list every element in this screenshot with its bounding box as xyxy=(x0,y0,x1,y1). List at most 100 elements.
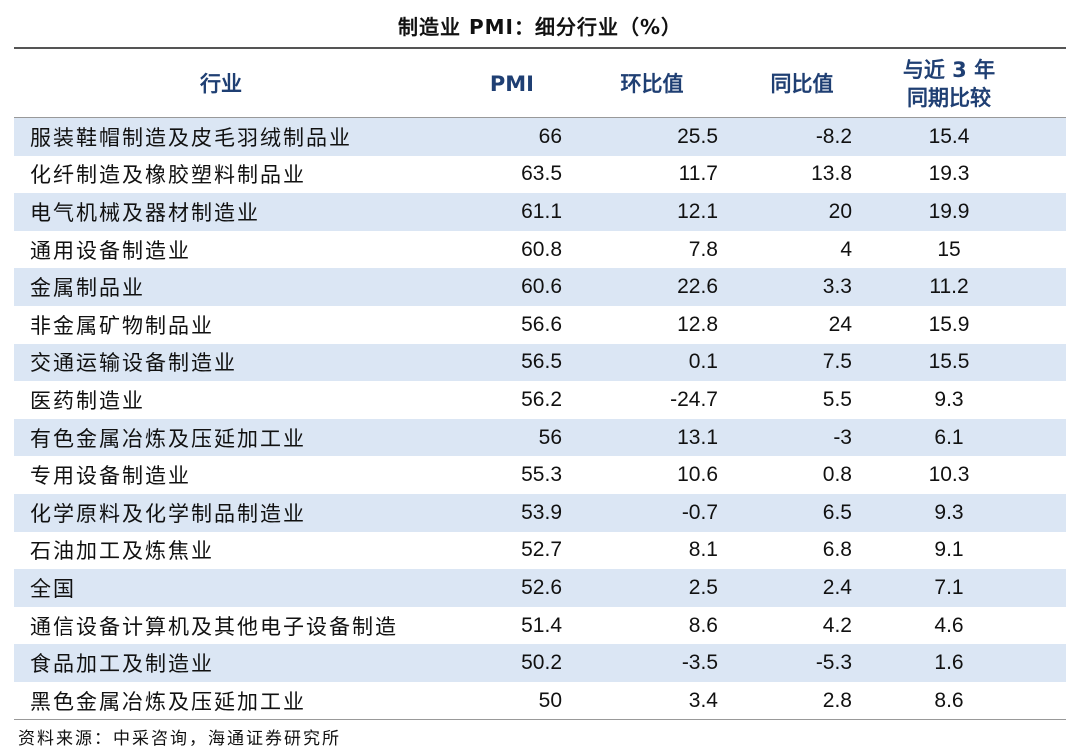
mom-cell: 2.5 xyxy=(688,575,718,599)
table-row: 交通运输设备制造业 56.5 0.1 7.5 15.5 xyxy=(14,343,1066,382)
pmi-cell: 63.5 xyxy=(521,162,562,186)
yoy-cell: -3 xyxy=(833,425,852,449)
header-yoy: 同比值 xyxy=(770,71,834,96)
yoy-cell: 5.5 xyxy=(822,387,852,411)
bottom-rule xyxy=(14,719,1066,720)
pmi-cell: 52.7 xyxy=(521,538,562,562)
industry-cell: 服装鞋帽制造及皮毛羽绒制品业 xyxy=(30,125,352,150)
header-industry: 行业 xyxy=(200,71,242,96)
vs3y-cell: 19.3 xyxy=(928,162,970,186)
header-vs3y: 与近 3 年 同期比较 xyxy=(868,50,1066,117)
vs3y-cell: 9.3 xyxy=(934,500,964,524)
vs3y-cell: 4.6 xyxy=(934,613,964,637)
table-row: 非金属矿物制品业 56.6 12.8 24 15.9 xyxy=(14,306,1066,344)
yoy-cell: 13.8 xyxy=(811,162,852,186)
yoy-cell: 0.8 xyxy=(822,463,852,487)
industry-cell: 专用设备制造业 xyxy=(30,464,191,489)
vs3y-cell: 19.9 xyxy=(928,199,970,223)
vs3y-cell: 6.1 xyxy=(934,425,964,449)
yoy-cell: 2.8 xyxy=(822,688,852,712)
table-row: 化纤制造及橡胶塑料制品业 63.5 11.7 13.8 19.3 xyxy=(14,156,1066,194)
table-row: 通用设备制造业 60.8 7.8 4 15 xyxy=(14,231,1066,269)
table-row: 电气机械及器材制造业 61.1 12.1 20 19.9 xyxy=(14,193,1066,231)
table-body: 服装鞋帽制造及皮毛羽绒制品业 66 25.5 -8.2 15.4 化纤制造及橡胶塑料制品业… xyxy=(14,118,1066,720)
header-rule xyxy=(14,117,1066,118)
top-rule xyxy=(14,47,1066,49)
pmi-cell: 60.8 xyxy=(521,237,562,261)
pmi-cell: 50 xyxy=(538,688,562,712)
mom-cell: 25.5 xyxy=(677,124,718,148)
pmi-cell: 51.4 xyxy=(521,613,562,637)
yoy-cell: 6.5 xyxy=(822,500,852,524)
industry-cell: 医药制造业 xyxy=(30,388,145,413)
mom-cell: 11.7 xyxy=(678,162,718,186)
mom-cell: 12.8 xyxy=(677,312,718,336)
mom-cell: 13.1 xyxy=(677,425,718,449)
pmi-cell: 55.3 xyxy=(521,463,562,487)
vs3y-cell: 9.1 xyxy=(934,538,964,562)
pmi-cell: 56 xyxy=(538,425,562,449)
vs3y-cell: 1.6 xyxy=(934,651,964,675)
yoy-cell: 2.4 xyxy=(822,575,852,599)
industry-cell: 化纤制造及橡胶塑料制品业 xyxy=(30,163,306,188)
source-note: 资料来源：中采咨询，海通证券研究所 xyxy=(18,729,341,749)
pmi-cell: 53.9 xyxy=(521,500,562,524)
table-row: 医药制造业 56.2 -24.7 5.5 9.3 xyxy=(14,381,1066,419)
table-row: 石油加工及炼焦业 52.7 8.1 6.8 9.1 xyxy=(14,532,1066,570)
mom-cell: 12.1 xyxy=(677,199,718,223)
header-mom: 环比值 xyxy=(620,71,684,96)
table-row: 黑色金属冶炼及压延加工业 50 3.4 2.8 8.6 xyxy=(14,682,1066,720)
vs3y-cell: 15 xyxy=(937,237,961,261)
yoy-cell: -8.2 xyxy=(815,124,852,148)
industry-cell: 全国 xyxy=(30,576,76,601)
industry-cell: 电气机械及器材制造业 xyxy=(30,200,260,225)
mom-cell: 0.1 xyxy=(688,350,718,374)
table-row: 金属制品业 60.6 22.6 3.3 11.2 xyxy=(14,268,1066,306)
vs3y-cell: 15.5 xyxy=(928,350,970,374)
industry-cell: 通用设备制造业 xyxy=(30,238,191,263)
industry-cell: 食品加工及制造业 xyxy=(30,652,214,677)
table-row: 食品加工及制造业 50.2 -3.5 -5.3 1.6 xyxy=(14,644,1066,682)
mom-cell: 3.4 xyxy=(688,688,718,712)
mom-cell: -24.7 xyxy=(670,387,718,411)
pmi-cell: 61.1 xyxy=(521,199,562,223)
yoy-cell: -5.3 xyxy=(815,651,852,675)
mom-cell: -3.5 xyxy=(681,651,718,675)
table-title: 制造业 PMI：细分行业（%） xyxy=(397,14,682,39)
pmi-cell: 50.2 xyxy=(521,651,562,675)
yoy-cell: 4.2 xyxy=(822,613,852,637)
table-row: 通信设备计算机及其他电子设备制造 51.4 8.6 4.2 4.6 xyxy=(14,607,1066,645)
vs3y-cell: 10.3 xyxy=(928,463,970,487)
industry-cell: 通信设备计算机及其他电子设备制造 xyxy=(30,614,398,639)
table-row: 全国 52.6 2.5 2.4 7.1 xyxy=(14,569,1066,607)
pmi-cell: 56.2 xyxy=(521,387,562,411)
vs3y-cell: 15.9 xyxy=(928,312,970,336)
industry-cell: 金属制品业 xyxy=(30,276,145,301)
industry-cell: 黑色金属冶炼及压延加工业 xyxy=(30,689,306,714)
mom-cell: 8.6 xyxy=(688,613,718,637)
industry-cell: 交通运输设备制造业 xyxy=(30,351,237,376)
mom-cell: 8.1 xyxy=(688,538,718,562)
industry-cell: 有色金属冶炼及压延加工业 xyxy=(30,426,306,451)
table-row: 服装鞋帽制造及皮毛羽绒制品业 66 25.5 -8.2 15.4 xyxy=(14,118,1066,156)
header-pmi: PMI xyxy=(489,71,534,96)
yoy-cell: 4 xyxy=(840,237,852,261)
yoy-cell: 20 xyxy=(828,199,852,223)
header-vs3y-line1: 与近 3 年 xyxy=(902,57,996,82)
pmi-cell: 56.6 xyxy=(521,312,562,336)
industry-cell: 化学原料及化学制品制造业 xyxy=(30,501,306,526)
mom-cell: 7.8 xyxy=(688,237,718,261)
mom-cell: -0.7 xyxy=(681,500,718,524)
pmi-cell: 66 xyxy=(538,124,562,148)
yoy-cell: 6.8 xyxy=(822,538,852,562)
table-row: 化学原料及化学制品制造业 53.9 -0.7 6.5 9.3 xyxy=(14,493,1066,532)
vs3y-cell: 9.3 xyxy=(934,387,964,411)
pmi-cell: 52.6 xyxy=(521,575,562,599)
industry-cell: 石油加工及炼焦业 xyxy=(30,539,214,564)
table-header: 行业 PMI 环比值 同比值 与近 3 年 同期比较 xyxy=(14,50,1066,117)
yoy-cell: 7.5 xyxy=(822,350,852,374)
pmi-cell: 56.5 xyxy=(521,350,562,374)
mom-cell: 10.6 xyxy=(677,463,718,487)
vs3y-cell: 11.2 xyxy=(929,275,969,299)
yoy-cell: 24 xyxy=(828,312,852,336)
